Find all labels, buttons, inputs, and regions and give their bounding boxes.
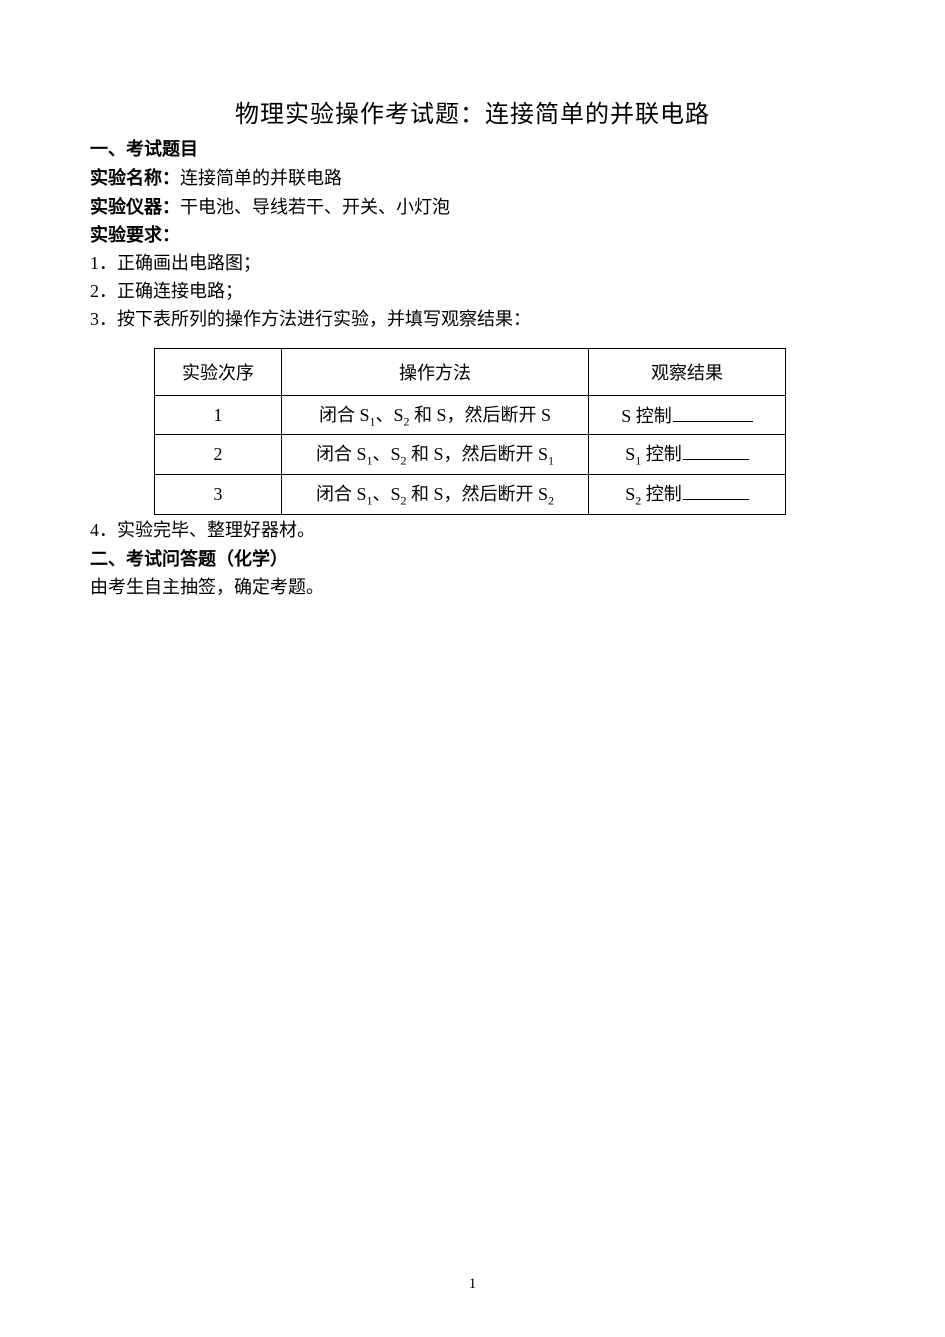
fill-blank[interactable] bbox=[683, 481, 749, 500]
experiment-name-label: 实验名称： bbox=[90, 168, 180, 188]
table-row: 2 闭合 S1、S2 和 S，然后断开 S1 S1 控制 bbox=[155, 435, 786, 475]
op-text: 、S bbox=[372, 444, 400, 464]
requirement-item-4: 4．实验完毕、整理好器材。 bbox=[90, 517, 855, 545]
cell-operation: 闭合 S1、S2 和 S，然后断开 S1 bbox=[282, 435, 589, 475]
subscript-1: 1 bbox=[548, 454, 554, 468]
cell-result: S 控制 bbox=[589, 395, 786, 435]
experiment-requirements-label-line: 实验要求： bbox=[90, 221, 855, 250]
cell-operation: 闭合 S1、S2 和 S，然后断开 S bbox=[282, 395, 589, 435]
requirement-item-3: 3．按下表所列的操作方法进行实验，并填写观察结果： bbox=[90, 306, 855, 334]
experiment-name-line: 实验名称：连接简单的并联电路 bbox=[90, 164, 855, 193]
page-number: 1 bbox=[0, 1276, 945, 1293]
result-text: S bbox=[625, 444, 635, 464]
table-row: 1 闭合 S1、S2 和 S，然后断开 S S 控制 bbox=[155, 395, 786, 435]
document-page: 物理实验操作考试题：连接简单的并联电路 一、考试题目 实验名称：连接简单的并联电… bbox=[0, 0, 945, 1337]
requirement-item-2: 2．正确连接电路； bbox=[90, 278, 855, 306]
op-text: 闭合 S bbox=[316, 444, 367, 464]
table-row: 3 闭合 S1、S2 和 S，然后断开 S2 S2 控制 bbox=[155, 475, 786, 515]
cell-result: S1 控制 bbox=[589, 435, 786, 475]
table-header-operation: 操作方法 bbox=[282, 348, 589, 395]
op-text: 和 S，然后断开 S bbox=[407, 444, 549, 464]
op-text: 和 S，然后断开 S bbox=[410, 405, 552, 425]
cell-result: S2 控制 bbox=[589, 475, 786, 515]
cell-seq: 2 bbox=[155, 435, 282, 475]
document-title: 物理实验操作考试题：连接简单的并联电路 bbox=[90, 94, 855, 129]
experiment-instruments-line: 实验仪器：干电池、导线若干、开关、小灯泡 bbox=[90, 193, 855, 222]
op-text: 和 S，然后断开 S bbox=[407, 484, 549, 504]
cell-seq: 3 bbox=[155, 475, 282, 515]
fill-blank[interactable] bbox=[683, 441, 749, 460]
section-2-heading: 二、考试问答题（化学） bbox=[90, 545, 855, 574]
cell-seq: 1 bbox=[155, 395, 282, 435]
result-text: 控制 bbox=[641, 484, 682, 504]
experiment-table: 实验次序 操作方法 观察结果 1 闭合 S1、S2 和 S，然后断开 S S 控… bbox=[154, 348, 786, 515]
table-header-result: 观察结果 bbox=[589, 348, 786, 395]
op-text: 闭合 S bbox=[316, 484, 367, 504]
op-text: 、S bbox=[375, 405, 403, 425]
result-text: S bbox=[625, 484, 635, 504]
op-text: 闭合 S bbox=[319, 405, 370, 425]
cell-operation: 闭合 S1、S2 和 S，然后断开 S2 bbox=[282, 475, 589, 515]
experiment-name-value: 连接简单的并联电路 bbox=[180, 168, 342, 188]
result-text: 控制 bbox=[641, 444, 682, 464]
table-header-row: 实验次序 操作方法 观察结果 bbox=[155, 348, 786, 395]
experiment-instruments-value: 干电池、导线若干、开关、小灯泡 bbox=[180, 197, 450, 217]
fill-blank[interactable] bbox=[673, 403, 753, 422]
section-2-body: 由考生自主抽签，确定考题。 bbox=[90, 573, 855, 602]
op-text: 、S bbox=[372, 484, 400, 504]
section-1-heading: 一、考试题目 bbox=[90, 135, 855, 164]
result-text: S 控制 bbox=[621, 406, 672, 426]
experiment-requirements-label: 实验要求： bbox=[90, 225, 180, 245]
table-header-seq: 实验次序 bbox=[155, 348, 282, 395]
subscript-2: 2 bbox=[548, 494, 554, 508]
requirement-item-1: 1．正确画出电路图； bbox=[90, 250, 855, 278]
experiment-instruments-label: 实验仪器： bbox=[90, 197, 180, 217]
